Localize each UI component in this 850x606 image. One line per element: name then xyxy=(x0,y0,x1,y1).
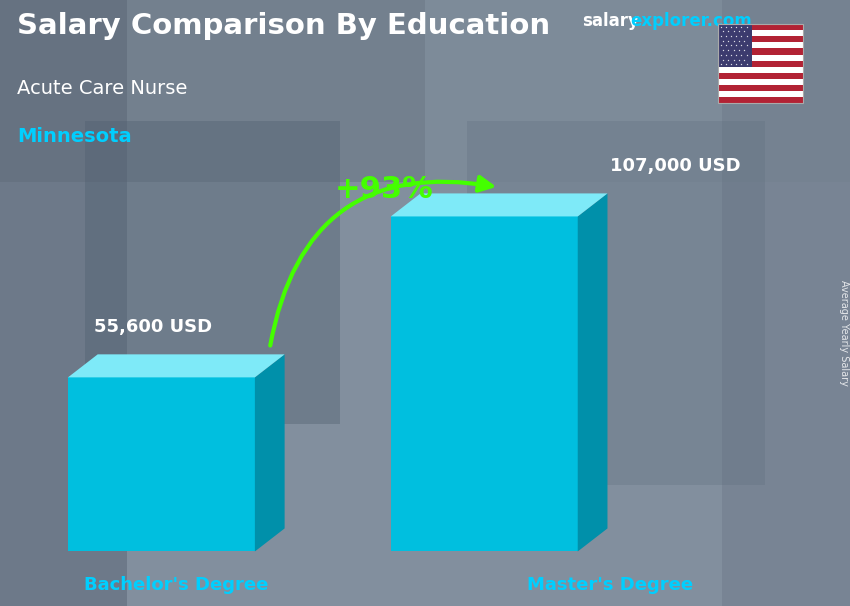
Text: 55,600 USD: 55,600 USD xyxy=(94,318,212,336)
Bar xyxy=(718,61,803,67)
Bar xyxy=(718,67,803,73)
Bar xyxy=(718,24,803,30)
Bar xyxy=(0,0,850,152)
Bar xyxy=(0,0,128,606)
Bar xyxy=(718,97,803,103)
Bar xyxy=(0,0,425,182)
Text: salary: salary xyxy=(582,12,639,30)
Bar xyxy=(718,73,803,79)
Polygon shape xyxy=(68,355,285,378)
Bar xyxy=(718,91,803,97)
Bar xyxy=(85,121,340,424)
Bar xyxy=(718,55,803,61)
Bar xyxy=(718,24,803,103)
Polygon shape xyxy=(68,378,255,551)
Text: Acute Care Nurse: Acute Care Nurse xyxy=(17,79,187,98)
Text: +93%: +93% xyxy=(335,175,434,204)
Bar xyxy=(722,0,850,606)
Bar xyxy=(468,121,765,485)
Text: Master's Degree: Master's Degree xyxy=(526,576,693,594)
Bar xyxy=(718,36,803,42)
Bar xyxy=(718,42,803,48)
Bar xyxy=(718,79,803,85)
Bar xyxy=(718,30,803,36)
Bar xyxy=(718,85,803,91)
Polygon shape xyxy=(391,216,578,551)
Polygon shape xyxy=(391,193,608,216)
Text: Average Yearly Salary: Average Yearly Salary xyxy=(839,281,848,386)
Bar xyxy=(425,0,850,182)
Bar xyxy=(718,48,803,55)
Polygon shape xyxy=(578,193,608,551)
Bar xyxy=(718,24,752,67)
Text: Minnesota: Minnesota xyxy=(17,127,132,146)
Text: Bachelor's Degree: Bachelor's Degree xyxy=(84,576,269,594)
Text: explorer.com: explorer.com xyxy=(631,12,752,30)
Polygon shape xyxy=(255,355,285,551)
Text: Salary Comparison By Education: Salary Comparison By Education xyxy=(17,12,550,40)
Text: 107,000 USD: 107,000 USD xyxy=(610,157,740,175)
